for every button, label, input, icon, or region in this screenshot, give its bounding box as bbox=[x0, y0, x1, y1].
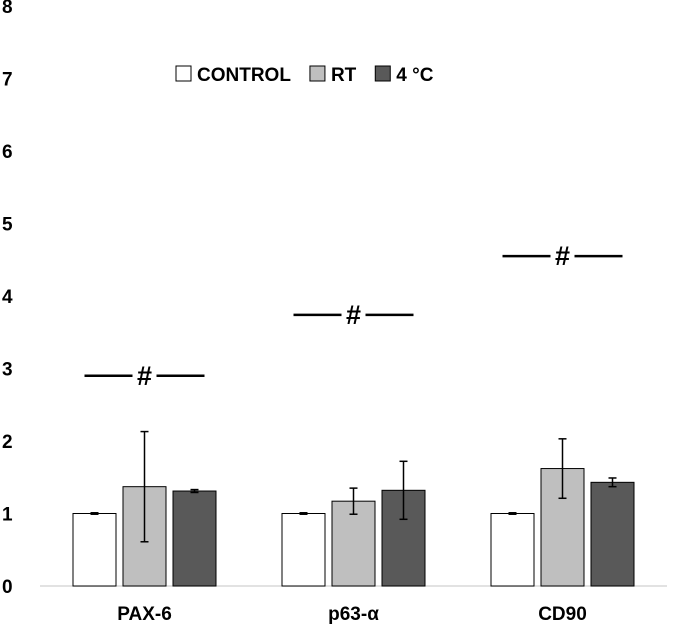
category-label: p63-α bbox=[328, 604, 379, 625]
y-tick-label: 5 bbox=[2, 215, 13, 236]
legend-label: RT bbox=[331, 65, 357, 86]
significance-annotations: # # # bbox=[84, 241, 623, 391]
legend-label: CONTROL bbox=[197, 65, 291, 86]
significance-marker: # bbox=[137, 361, 152, 391]
category-label: PAX-6 bbox=[117, 604, 172, 625]
bar-control-p63 bbox=[281, 513, 326, 587]
significance-marker: # bbox=[346, 300, 361, 330]
y-tick-label: 7 bbox=[2, 70, 13, 91]
y-tick-label: 4 bbox=[2, 287, 13, 308]
y-tick-label: 0 bbox=[2, 577, 13, 598]
legend-swatch-rt bbox=[309, 65, 326, 82]
y-tick-label: 6 bbox=[2, 142, 13, 163]
y-tick-label: 2 bbox=[2, 432, 13, 453]
bars-group bbox=[72, 468, 635, 587]
legend-swatch-control bbox=[175, 65, 192, 82]
bar-control-pax-6 bbox=[72, 513, 117, 587]
bar-4-c-cd90 bbox=[590, 481, 635, 587]
category-label: CD90 bbox=[538, 604, 587, 625]
significance-marker: # bbox=[555, 241, 570, 271]
y-tick-label: 1 bbox=[2, 505, 13, 526]
y-tick-label: 3 bbox=[2, 360, 13, 381]
legend: CONTROL RT 4 °C bbox=[175, 65, 434, 86]
bar-rt-p63 bbox=[331, 500, 376, 587]
y-axis-tick-labels: 0 1 2 3 4 5 6 7 8 bbox=[2, 0, 13, 598]
bar-control-cd90 bbox=[490, 513, 535, 587]
y-tick-label: 8 bbox=[2, 0, 13, 18]
legend-swatch-4-c bbox=[374, 65, 391, 82]
error-bars-group bbox=[90, 430, 617, 543]
bar-4-c-pax-6 bbox=[172, 490, 217, 587]
legend-label: 4 °C bbox=[396, 65, 433, 86]
x-axis-category-labels: PAX-6 p63-α CD90 bbox=[117, 604, 587, 625]
